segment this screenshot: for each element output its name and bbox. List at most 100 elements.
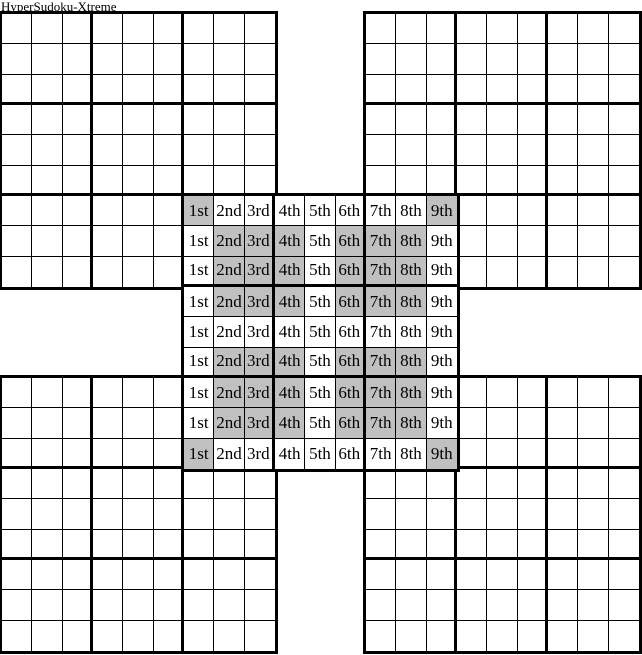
sudoku-cell <box>396 104 427 136</box>
hyper-shaded-cell: 4th <box>274 347 306 378</box>
sudoku-cell <box>214 559 245 591</box>
sudoku-cell <box>92 529 124 560</box>
sudoku-cell: 7th <box>365 317 397 348</box>
cell-label: 5th <box>309 382 331 402</box>
sudoku-cell <box>2 165 33 196</box>
sudoku-cell: 2nd <box>214 317 245 348</box>
sudoku-cell <box>517 74 548 105</box>
cell-label: 3rd <box>246 230 270 250</box>
sudoku-cell <box>487 377 518 409</box>
sudoku-cell <box>517 135 548 166</box>
hyper-shaded-cell: 3rd <box>244 226 275 257</box>
sudoku-cell <box>183 559 215 591</box>
hyper-shaded-cell: 8th <box>396 377 427 409</box>
sudoku-cell <box>396 499 427 530</box>
sudoku-cell <box>487 620 518 651</box>
sudoku-cell <box>32 590 63 621</box>
sudoku-cell <box>608 499 639 530</box>
sudoku-cell <box>2 620 33 651</box>
sudoku-cell <box>183 499 215 530</box>
sudoku-cell <box>365 44 397 75</box>
sudoku-cell: 1st <box>183 226 215 257</box>
hyper-shaded-cell: 6th <box>335 377 366 409</box>
sudoku-cell <box>92 135 124 166</box>
sudoku-cell <box>62 104 93 136</box>
cell-label: 1st <box>188 382 209 402</box>
sudoku-cell <box>517 590 548 621</box>
sudoku-cell <box>123 620 154 651</box>
sudoku-cell <box>32 104 63 136</box>
sudoku-cell: 4th <box>274 195 306 227</box>
sudoku-cell <box>365 14 397 45</box>
sudoku-cell: 9th <box>426 408 457 439</box>
sudoku-cell <box>396 620 427 651</box>
sudoku-cell <box>2 529 33 560</box>
sudoku-cell <box>214 165 245 196</box>
sudoku-cell <box>153 559 184 591</box>
sudoku-cell <box>244 135 275 166</box>
sudoku-cell <box>365 468 397 500</box>
sudoku-cell <box>153 165 184 196</box>
sudoku-cell <box>92 620 124 651</box>
sudoku-cell <box>426 590 457 621</box>
sudoku-cell: 7th <box>365 195 397 227</box>
sudoku-cell <box>62 377 93 409</box>
cell-label: 1st <box>188 230 209 250</box>
cell-label: 9th <box>430 382 453 402</box>
sudoku-cell <box>608 104 639 136</box>
cell-label: 1st <box>188 200 209 220</box>
cell-label: 3rd <box>246 443 270 463</box>
sudoku-cell <box>244 620 275 651</box>
sudoku-cell <box>487 165 518 196</box>
sudoku-cell <box>487 256 518 287</box>
sudoku-cell <box>547 195 579 227</box>
sudoku-cell <box>487 195 518 227</box>
sudoku-cell <box>426 620 457 651</box>
sudoku-cell <box>92 256 124 287</box>
sudoku-cell: 6th <box>335 438 366 469</box>
cell-label: 7th <box>369 412 392 432</box>
sudoku-cell <box>487 468 518 500</box>
sudoku-cell <box>365 559 397 591</box>
sudoku-cell <box>578 408 609 439</box>
sudoku-cell <box>517 559 548 591</box>
sudoku-cell <box>426 468 457 500</box>
sudoku-cell <box>153 408 184 439</box>
hyper-shaded-cell: 6th <box>335 347 366 378</box>
sudoku-cell <box>2 104 33 136</box>
cell-label: 8th <box>400 351 422 371</box>
cell-label: 2nd <box>216 382 242 402</box>
sudoku-cell <box>426 135 457 166</box>
sudoku-cell: 3rd <box>244 438 275 469</box>
sudoku-cell <box>608 14 639 45</box>
cell-label: 8th <box>400 321 422 341</box>
cell-label: 3rd <box>246 260 270 280</box>
sudoku-cell <box>365 529 397 560</box>
sudoku-cell <box>2 44 33 75</box>
sudoku-cell <box>547 135 579 166</box>
sudoku-cell <box>456 104 488 136</box>
sudoku-cell <box>92 165 124 196</box>
sudoku-cell <box>244 590 275 621</box>
sudoku-cell <box>92 195 124 227</box>
sudoku-cell <box>487 226 518 257</box>
hyper-shaded-cell: 8th <box>396 347 427 378</box>
sudoku-cell <box>517 408 548 439</box>
hyper-shaded-cell: 4th <box>274 286 306 318</box>
cell-label: 7th <box>369 443 392 463</box>
sudoku-cell: 5th <box>305 347 336 378</box>
sudoku-cell: 1st <box>183 347 215 378</box>
sudoku-cell <box>32 256 63 287</box>
sudoku-cell: 2nd <box>214 195 245 227</box>
sudoku-cell <box>456 195 488 227</box>
cell-label: 5th <box>309 230 331 250</box>
sudoku-cell <box>547 499 579 530</box>
cell-label: 4th <box>278 351 301 371</box>
sudoku-cell <box>32 74 63 105</box>
sudoku-cell <box>578 104 609 136</box>
sudoku-cell <box>608 620 639 651</box>
sudoku-cell <box>578 529 609 560</box>
sudoku-cell <box>578 74 609 105</box>
sudoku-cell <box>547 74 579 105</box>
sudoku-cell <box>578 499 609 530</box>
